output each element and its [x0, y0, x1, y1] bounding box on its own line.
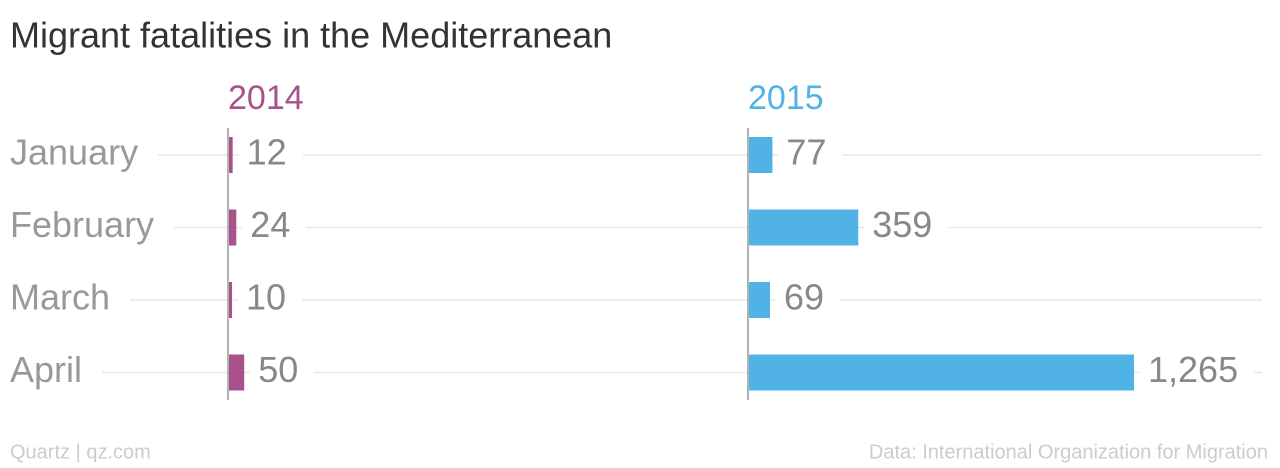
bar — [749, 209, 859, 246]
bar — [229, 354, 245, 391]
label-bg — [238, 135, 303, 175]
bar — [749, 282, 770, 318]
series-label: 2015 — [748, 79, 824, 117]
label-bg — [250, 352, 315, 393]
value-label: 24 — [250, 204, 290, 245]
label-bg — [1140, 352, 1255, 393]
value-label: 359 — [872, 204, 932, 245]
source: Data: International Organization for Mig… — [869, 441, 1268, 463]
label-bg — [776, 280, 841, 320]
label-bg — [242, 207, 307, 248]
bars — [229, 137, 1134, 391]
label-bg — [238, 280, 303, 320]
value-label: 50 — [258, 349, 298, 390]
label-bg — [778, 135, 843, 175]
bar — [229, 209, 237, 246]
value-label: 69 — [784, 277, 824, 318]
value-label: 77 — [786, 132, 826, 173]
bar — [229, 282, 233, 318]
chart-title: Migrant fatalities in the Mediterranean — [10, 15, 612, 56]
value-label: 12 — [247, 132, 287, 173]
credit: Quartz | qz.com — [10, 441, 151, 463]
label-bg — [864, 207, 949, 248]
category-label: March — [10, 277, 110, 318]
category-label: February — [10, 204, 154, 245]
bar — [749, 354, 1134, 391]
bar — [749, 137, 773, 173]
value-label: 10 — [246, 277, 286, 318]
category-label: January — [10, 132, 138, 173]
series-label: 2014 — [228, 79, 304, 117]
bar — [229, 137, 233, 173]
grid — [102, 135, 1262, 393]
category-label: April — [10, 349, 82, 390]
value-label: 1,265 — [1148, 349, 1238, 390]
